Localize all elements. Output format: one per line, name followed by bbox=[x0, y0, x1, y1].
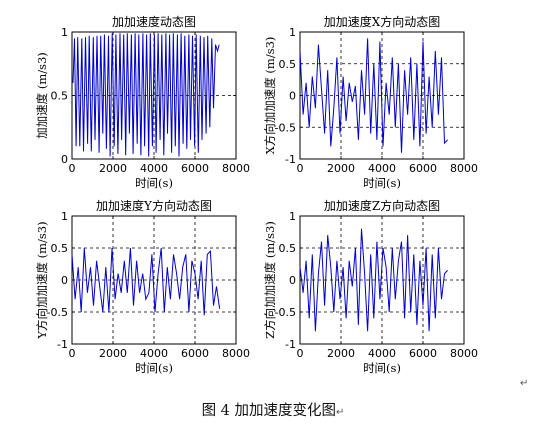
jerk-xtick-label: 0 bbox=[69, 162, 76, 175]
jerk-y-series-line bbox=[71, 247, 221, 316]
jerk-ytick-label: 0.5 bbox=[51, 90, 69, 103]
figure-caption: 图 4 加加速度变化图↵ bbox=[0, 399, 546, 420]
jerk-x-ytick-label: -1 bbox=[285, 153, 296, 166]
jerk-x-ytick-label: 1 bbox=[289, 26, 296, 39]
jerk-title: 加加速度动态图 bbox=[112, 14, 196, 29]
jerk-x-xtick-label: 6000 bbox=[409, 162, 437, 175]
jerk-x-xtick-label: 2000 bbox=[327, 162, 355, 175]
jerk-x-ytick-label: -0.5 bbox=[275, 121, 296, 134]
jerk-ylabel: 加加速度 (m/s3) bbox=[35, 52, 49, 139]
jerk-x-xlabel: 时间(s) bbox=[363, 176, 401, 190]
jerk-y-xtick-label: 4000 bbox=[140, 347, 168, 360]
jerk-z-ytick-label: 1 bbox=[289, 210, 296, 223]
jerk-z-xlabel: 时间(s) bbox=[363, 361, 401, 375]
jerk-y-ytick-label: -1 bbox=[57, 338, 68, 351]
jerk-y-ytick-label: 0 bbox=[61, 274, 68, 287]
jerk-z-xtick-label: 4000 bbox=[368, 347, 396, 360]
jerk-z-title: 加加速度Z方向动态图 bbox=[324, 198, 440, 213]
jerk-xtick-label: 8000 bbox=[222, 162, 250, 175]
jerk-z-xtick-label: 8000 bbox=[450, 347, 478, 360]
jerk-xtick-label: 2000 bbox=[99, 162, 127, 175]
jerk-series-line bbox=[72, 33, 220, 157]
jerk-x-xtick-label: 0 bbox=[297, 162, 304, 175]
jerk-x-xtick-label: 4000 bbox=[368, 162, 396, 175]
jerk-y-xlabel: 时间(s) bbox=[135, 361, 173, 375]
jerk-y-ylabel: Y方向加加速度 (m/s3) bbox=[35, 221, 49, 339]
jerk-ytick-label: 1 bbox=[61, 26, 68, 39]
jerk-z-ytick-label: -0.5 bbox=[275, 306, 296, 319]
jerk-x-chart: 0 2000 4000 6000 8000 -1 -0.5 0 0.5 1 加加速度X方向动态图时间… bbox=[263, 14, 478, 190]
jerk-z-ylabel: Z方向加加速度 (m/s3) bbox=[263, 221, 277, 339]
jerk-x-ytick-label: 0.5 bbox=[279, 58, 297, 71]
jerk-y-ytick-label: 1 bbox=[61, 210, 68, 223]
jerk-z-ytick-label: 0.5 bbox=[279, 242, 297, 255]
jerk-ytick-label: 0 bbox=[61, 153, 68, 166]
jerk-y-xtick-label: 6000 bbox=[181, 347, 209, 360]
jerk-x-ytick-label: 0 bbox=[289, 90, 296, 103]
jerk-y-title: 加加速度Y方向动态图 bbox=[96, 198, 212, 213]
jerk-y-ytick-label: -0.5 bbox=[47, 306, 68, 319]
jerk-y-chart: 0 2000 4000 6000 8000 -1 -0.5 0 0.5 1 加加速度Y方向动态图时间… bbox=[35, 198, 250, 375]
jerk-y-xtick-label: 8000 bbox=[222, 347, 250, 360]
paragraph-mark: ↵ bbox=[520, 378, 529, 389]
jerk-y-ytick-label: 0.5 bbox=[51, 242, 69, 255]
jerk-xtick-label: 4000 bbox=[140, 162, 168, 175]
jerk-z-ytick-label: 0 bbox=[289, 274, 296, 287]
jerk-z-xtick-label: 2000 bbox=[327, 347, 355, 360]
jerk-x-title: 加加速度X方向动态图 bbox=[324, 14, 441, 29]
jerk-z-series-line bbox=[299, 228, 448, 332]
jerk-xtick-label: 6000 bbox=[181, 162, 209, 175]
figure-caption-text: 图 4 加加速度变化图 bbox=[201, 403, 337, 419]
jerk-xlabel: 时间(s) bbox=[135, 176, 173, 190]
jerk-z-ytick-label: -1 bbox=[285, 338, 296, 351]
jerk-z-xtick-label: 6000 bbox=[409, 347, 437, 360]
paragraph-mark-caption: ↵ bbox=[336, 407, 345, 418]
jerk-x-series-line bbox=[299, 38, 448, 153]
jerk-x-ylabel: X方向加加速度 (m/s3) bbox=[263, 37, 277, 155]
jerk-y-xtick-label: 2000 bbox=[99, 347, 127, 360]
jerk-y-xtick-label: 0 bbox=[69, 347, 76, 360]
jerk-z-xtick-label: 0 bbox=[297, 347, 304, 360]
jerk-z-chart: 0 2000 4000 6000 8000 -1 -0.5 0 0.5 1 加加速度Z方向动态图时间… bbox=[263, 198, 478, 375]
jerk-x-xtick-label: 8000 bbox=[450, 162, 478, 175]
